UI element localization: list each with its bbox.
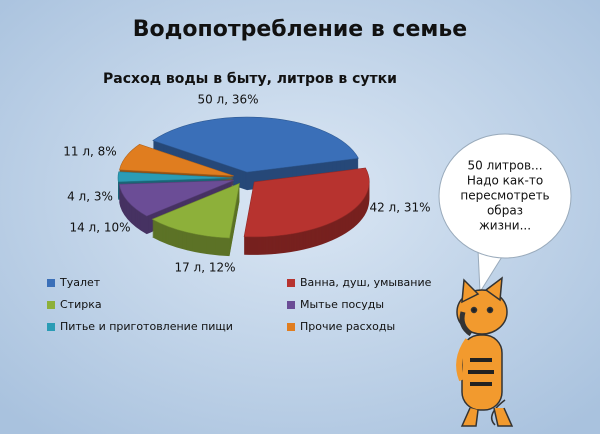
legend-label: Питье и приготовление пищи: [60, 320, 233, 333]
data-label: 42 л, 31%: [369, 201, 430, 215]
legend-swatch: [47, 279, 55, 287]
legend-label: Прочие расходы: [300, 320, 395, 333]
legend-swatch: [47, 323, 55, 331]
data-label: 50 л, 36%: [197, 93, 258, 107]
bubble-text: жизни...: [479, 219, 531, 233]
page-title: Водопотребление в семье: [133, 17, 467, 42]
legend-swatch: [287, 323, 295, 331]
data-label: 11 л, 8%: [63, 145, 116, 159]
slice: [119, 143, 234, 177]
legend-label: Туалет: [59, 276, 101, 289]
slice: [243, 167, 370, 238]
speech-bubble: [438, 133, 572, 294]
chart-title: Расход воды в быту, литров в сутки: [103, 71, 397, 87]
pie-chart: 50 л, 36% 42 л, 31% 17 л, 12% 14 л, 10% 4 л,…: [47, 93, 432, 333]
legend-label: Ванна, душ, умывание: [300, 276, 432, 289]
slice: [152, 116, 359, 173]
legend-swatch: [287, 279, 295, 287]
slice: [117, 171, 234, 183]
data-label: 14 л, 10%: [69, 221, 130, 235]
bubble-text: пересмотреть: [460, 189, 549, 203]
legend-swatch: [287, 301, 295, 309]
slice: [118, 180, 235, 217]
legend-swatch: [47, 301, 55, 309]
data-label: 17 л, 12%: [174, 261, 235, 275]
slice: [151, 182, 240, 239]
bubble-text: Надо как-то: [467, 174, 543, 188]
cat: [456, 276, 514, 427]
data-label: 4 л, 3%: [67, 190, 113, 204]
legend-label: Мытье посуды: [300, 298, 384, 311]
bubble-text: 50 литров...: [467, 159, 542, 173]
bubble-text: образ: [487, 204, 523, 218]
legend-label: Стирка: [60, 298, 102, 311]
